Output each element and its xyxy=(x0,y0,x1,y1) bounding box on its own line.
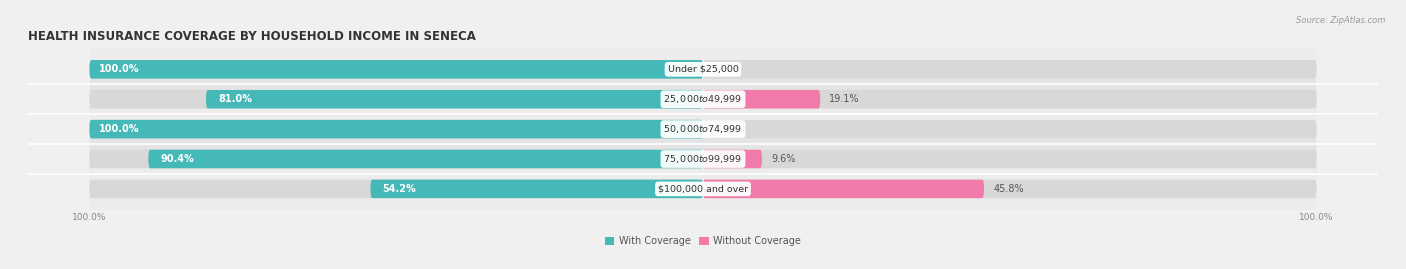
Text: 0.0%: 0.0% xyxy=(716,64,740,74)
Text: 54.2%: 54.2% xyxy=(382,184,416,194)
FancyBboxPatch shape xyxy=(703,150,1316,168)
Text: 9.6%: 9.6% xyxy=(770,154,796,164)
FancyBboxPatch shape xyxy=(90,60,703,79)
FancyBboxPatch shape xyxy=(207,90,703,108)
FancyBboxPatch shape xyxy=(703,150,762,168)
FancyBboxPatch shape xyxy=(703,180,1316,198)
FancyBboxPatch shape xyxy=(370,180,703,198)
Text: 19.1%: 19.1% xyxy=(830,94,860,104)
Text: 100.0%: 100.0% xyxy=(98,64,139,74)
FancyBboxPatch shape xyxy=(149,150,703,168)
FancyBboxPatch shape xyxy=(90,48,1316,91)
Text: $50,000 to $74,999: $50,000 to $74,999 xyxy=(664,123,742,135)
FancyBboxPatch shape xyxy=(703,180,984,198)
Text: 0.0%: 0.0% xyxy=(716,124,740,134)
FancyBboxPatch shape xyxy=(90,90,703,108)
FancyBboxPatch shape xyxy=(90,168,1316,210)
FancyBboxPatch shape xyxy=(90,150,703,168)
Text: $25,000 to $49,999: $25,000 to $49,999 xyxy=(664,93,742,105)
FancyBboxPatch shape xyxy=(90,60,703,79)
FancyBboxPatch shape xyxy=(703,90,820,108)
Text: 81.0%: 81.0% xyxy=(218,94,252,104)
FancyBboxPatch shape xyxy=(90,108,1316,150)
Text: Under $25,000: Under $25,000 xyxy=(668,65,738,74)
FancyBboxPatch shape xyxy=(703,120,1316,138)
Legend: With Coverage, Without Coverage: With Coverage, Without Coverage xyxy=(600,232,806,250)
Text: HEALTH INSURANCE COVERAGE BY HOUSEHOLD INCOME IN SENECA: HEALTH INSURANCE COVERAGE BY HOUSEHOLD I… xyxy=(28,30,477,43)
FancyBboxPatch shape xyxy=(90,138,1316,180)
Text: $75,000 to $99,999: $75,000 to $99,999 xyxy=(664,153,742,165)
Text: Source: ZipAtlas.com: Source: ZipAtlas.com xyxy=(1295,16,1385,25)
Text: 90.4%: 90.4% xyxy=(160,154,194,164)
Text: 100.0%: 100.0% xyxy=(98,124,139,134)
FancyBboxPatch shape xyxy=(703,90,1316,108)
FancyBboxPatch shape xyxy=(90,120,703,138)
FancyBboxPatch shape xyxy=(90,180,703,198)
Text: 45.8%: 45.8% xyxy=(993,184,1024,194)
FancyBboxPatch shape xyxy=(703,60,1316,79)
FancyBboxPatch shape xyxy=(90,78,1316,121)
Text: $100,000 and over: $100,000 and over xyxy=(658,184,748,193)
FancyBboxPatch shape xyxy=(90,120,703,138)
